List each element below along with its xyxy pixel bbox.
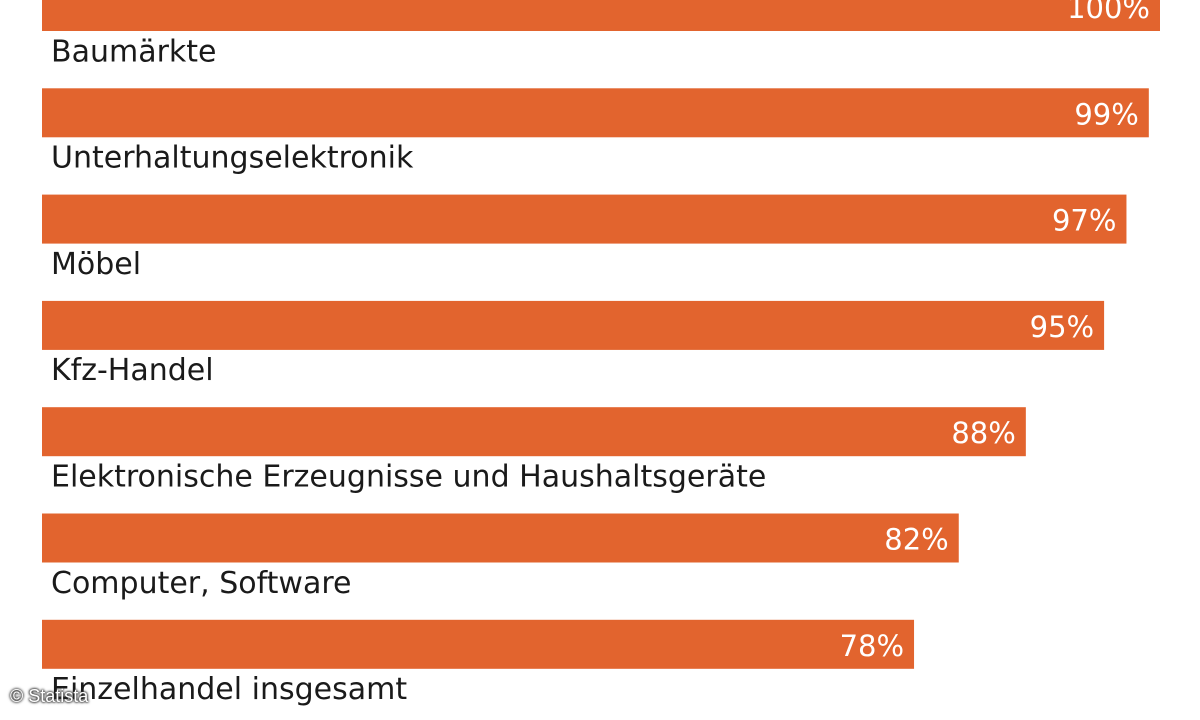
category-label: Möbel [51,247,141,282]
statista-watermark: © Statista [10,686,89,706]
category-label: Computer, Software [51,566,351,601]
value-label: 95% [1030,310,1094,344]
bar [42,513,959,563]
bar [42,407,1026,457]
bar [42,194,1127,244]
bar [42,300,1105,350]
category-label: Einzelhandel insgesamt [51,672,407,707]
value-label: 100% [1067,0,1150,25]
value-label: 88% [951,416,1015,450]
value-label: 78% [840,629,904,663]
value-label: 82% [884,523,948,557]
category-label: Elektronische Erzeugnisse und Haushaltsg… [51,460,766,495]
bar [42,619,915,669]
bar [42,88,1149,138]
value-label: 99% [1074,97,1138,131]
category-label: Kfz-Handel [51,353,214,388]
bar [42,0,1160,31]
value-label: 97% [1052,204,1116,238]
category-label: Unterhaltungselektronik [51,141,414,176]
category-label: Baumärkte [51,34,217,69]
